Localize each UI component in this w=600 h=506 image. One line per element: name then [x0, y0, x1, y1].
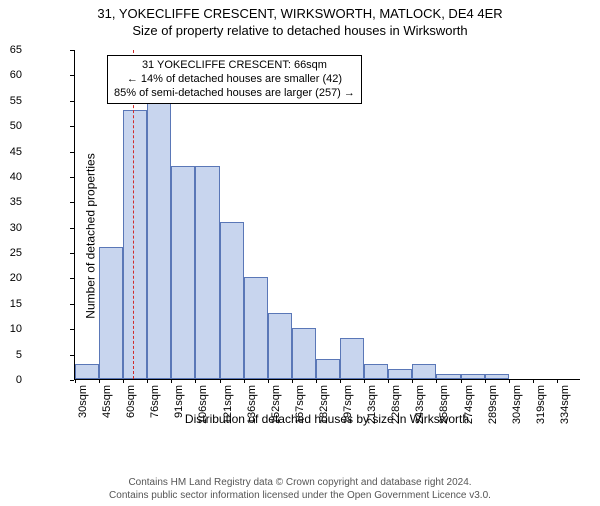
y-tick-mark — [70, 101, 74, 102]
x-tick-mark — [412, 379, 413, 383]
histogram-bar — [244, 277, 268, 379]
y-tick-label: 50 — [10, 120, 22, 132]
histogram-bar — [147, 100, 171, 379]
x-tick-mark — [316, 379, 317, 383]
y-tick-mark — [70, 355, 74, 356]
page-subtitle: Size of property relative to detached ho… — [0, 23, 600, 38]
x-tick-mark — [485, 379, 486, 383]
histogram-bar — [195, 166, 219, 379]
page-title-address: 31, YOKECLIFFE CRESCENT, WIRKSWORTH, MAT… — [0, 6, 600, 21]
chart-region: Number of detached properties 30sqm45sqm… — [50, 50, 580, 422]
x-tick-mark — [195, 379, 196, 383]
histogram-bar — [99, 247, 123, 379]
plot-area: 30sqm45sqm60sqm76sqm91sqm106sqm121sqm136… — [74, 50, 580, 380]
y-tick-mark — [70, 329, 74, 330]
x-tick-mark — [75, 379, 76, 383]
histogram-bar — [171, 166, 195, 379]
histogram-bar — [485, 374, 509, 379]
y-tick-label: 45 — [10, 146, 22, 158]
histogram-bar — [316, 359, 340, 379]
y-tick-label: 30 — [10, 222, 22, 234]
y-tick-label: 35 — [10, 196, 22, 208]
histogram-bar — [461, 374, 485, 379]
y-tick-label: 25 — [10, 247, 22, 259]
y-tick-mark — [70, 202, 74, 203]
annotation-line: 85% of semi-detached houses are larger (… — [114, 87, 355, 101]
annotation-line: 31 YOKECLIFFE CRESCENT: 66sqm — [114, 59, 355, 73]
x-axis-label: Distribution of detached houses by size … — [74, 412, 580, 426]
x-tick-mark — [388, 379, 389, 383]
footer-line-1: Contains HM Land Registry data © Crown c… — [0, 477, 600, 490]
x-tick-mark — [147, 379, 148, 383]
footer-attribution: Contains HM Land Registry data © Crown c… — [0, 477, 600, 502]
histogram-bar — [388, 369, 412, 379]
y-tick-mark — [70, 50, 74, 51]
x-tick-mark — [244, 379, 245, 383]
y-tick-mark — [70, 380, 74, 381]
y-tick-label: 65 — [10, 44, 22, 56]
histogram-bar — [220, 222, 244, 379]
histogram-bar — [364, 364, 388, 379]
y-tick-label: 60 — [10, 69, 22, 81]
footer-line-2: Contains public sector information licen… — [0, 490, 600, 503]
x-tick-mark — [171, 379, 172, 383]
y-tick-label: 20 — [10, 272, 22, 284]
y-tick-mark — [70, 304, 74, 305]
x-tick-mark — [533, 379, 534, 383]
histogram-bar — [412, 364, 436, 379]
histogram-bar — [268, 313, 292, 379]
y-tick-label: 15 — [10, 298, 22, 310]
x-tick-mark — [99, 379, 100, 383]
x-tick-mark — [340, 379, 341, 383]
y-tick-label: 0 — [16, 374, 22, 386]
annotation-box: 31 YOKECLIFFE CRESCENT: 66sqm← 14% of de… — [107, 55, 362, 104]
y-tick-label: 40 — [10, 171, 22, 183]
y-tick-mark — [70, 75, 74, 76]
y-tick-mark — [70, 126, 74, 127]
y-tick-mark — [70, 152, 74, 153]
histogram-bar — [75, 364, 99, 379]
y-tick-mark — [70, 253, 74, 254]
y-tick-label: 55 — [10, 95, 22, 107]
x-tick-mark — [292, 379, 293, 383]
histogram-bar — [123, 110, 147, 379]
histogram-bar — [292, 328, 316, 379]
y-tick-mark — [70, 177, 74, 178]
histogram-bar — [436, 374, 460, 379]
x-tick-mark — [461, 379, 462, 383]
x-tick-mark — [436, 379, 437, 383]
x-tick-mark — [557, 379, 558, 383]
x-tick-mark — [123, 379, 124, 383]
y-tick-label: 10 — [10, 323, 22, 335]
y-tick-label: 5 — [16, 349, 22, 361]
histogram-bar — [340, 338, 364, 379]
annotation-line: ← 14% of detached houses are smaller (42… — [114, 73, 355, 87]
x-tick-mark — [509, 379, 510, 383]
x-tick-mark — [268, 379, 269, 383]
x-tick-mark — [220, 379, 221, 383]
y-tick-mark — [70, 228, 74, 229]
y-tick-mark — [70, 278, 74, 279]
x-tick-mark — [364, 379, 365, 383]
